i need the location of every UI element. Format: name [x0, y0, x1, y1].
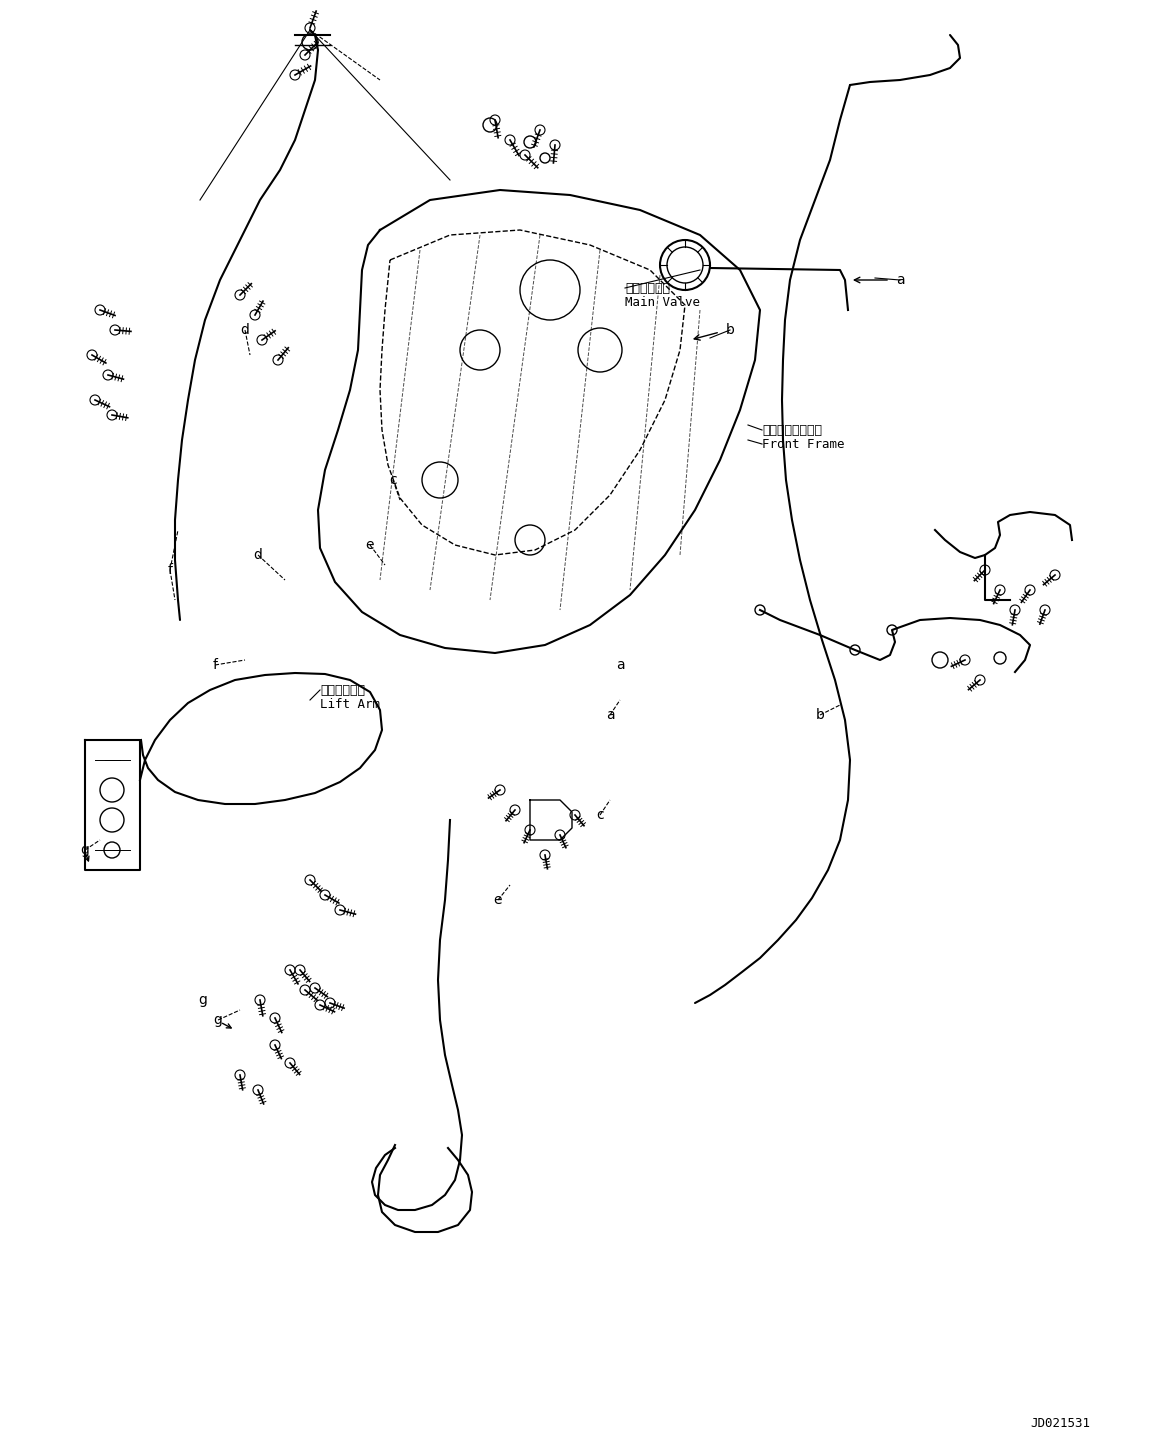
- Text: Main Valve: Main Valve: [624, 295, 700, 308]
- Text: d: d: [240, 323, 250, 337]
- Text: d: d: [253, 548, 262, 563]
- Text: g: g: [214, 1013, 222, 1027]
- Text: c: c: [389, 473, 397, 487]
- Text: b: b: [815, 708, 825, 723]
- Text: a: a: [606, 708, 614, 723]
- Text: メインバルブ: メインバルブ: [624, 282, 670, 295]
- Text: JD021531: JD021531: [1030, 1418, 1090, 1429]
- Text: g: g: [199, 993, 207, 1008]
- Text: e: e: [366, 538, 374, 553]
- Text: e: e: [493, 893, 503, 907]
- Text: f: f: [168, 563, 172, 577]
- Text: b: b: [726, 323, 735, 337]
- Text: Front Frame: Front Frame: [762, 438, 844, 451]
- Text: a: a: [896, 273, 904, 286]
- Text: Lift Arm: Lift Arm: [320, 698, 380, 711]
- Text: a: a: [615, 659, 624, 672]
- Text: リフトアーム: リフトアーム: [320, 683, 365, 696]
- Text: g: g: [81, 843, 90, 856]
- Text: f: f: [213, 659, 217, 672]
- Text: フロントフレーム: フロントフレーム: [762, 423, 822, 436]
- Text: c: c: [596, 808, 604, 822]
